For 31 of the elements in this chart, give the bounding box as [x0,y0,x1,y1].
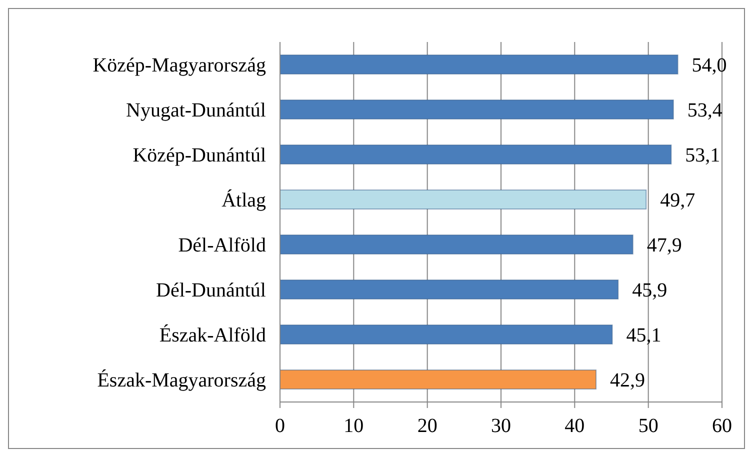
y-tick-label: Közép-Dunántúl [132,144,266,167]
data-label: 47,9 [646,234,682,257]
x-tick-label: 30 [491,415,511,438]
x-tick-label: 0 [275,415,285,438]
x-tick-label: 20 [417,415,438,438]
bar [280,144,672,164]
y-tick-label: Dél-Dunántúl [156,280,266,302]
bar [280,234,634,254]
y-tick-label: Észak-Alföld [159,324,266,347]
y-tick-label: Dél-Alföld [178,234,266,257]
y-tick-label: Észak-Magyarország [97,368,266,392]
x-tick-label: 40 [564,415,585,438]
x-tick-label: 60 [712,415,732,438]
y-tick-label: Átlag [222,188,266,212]
bar [280,100,674,120]
data-label: 45,9 [632,280,668,302]
data-label: 45,1 [626,324,662,347]
bar [280,324,613,344]
data-label: 53,4 [687,100,722,122]
bar [280,190,647,210]
bar [280,370,597,390]
data-label: 42,9 [610,370,646,392]
data-label: 49,7 [660,190,696,212]
y-tick-label: Nyugat-Dunántúl [126,100,266,122]
bar [280,280,619,300]
x-tick-label: 10 [344,415,364,438]
x-tick-label: 50 [638,415,658,438]
bar [280,54,678,74]
data-label: 54,0 [692,54,727,77]
y-tick-label: Közép-Magyarország [92,54,266,77]
data-label: 53,1 [685,144,720,167]
